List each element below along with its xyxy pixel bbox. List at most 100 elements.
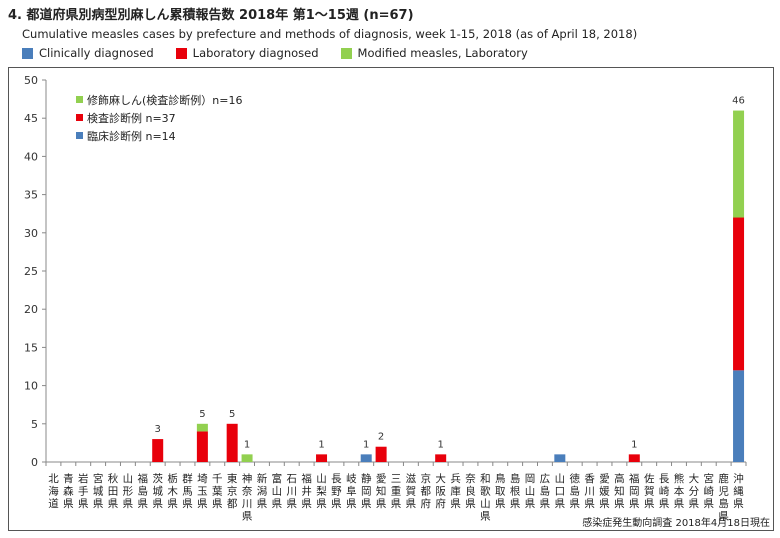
x-tick-label: 宮崎県 [704, 472, 715, 510]
y-tick-label: 30 [24, 227, 38, 240]
x-tick-label: 和歌山県 [480, 473, 491, 523]
bar-segment-lab [316, 454, 328, 462]
x-tick-label: 三重県 [391, 473, 402, 510]
x-tick-label: 石川県 [286, 473, 297, 510]
x-tick-label: 愛媛県 [599, 472, 610, 510]
x-tick-label: 茨城県 [152, 472, 163, 510]
x-tick-label: 高知県 [614, 472, 625, 510]
data-label-total: 1 [318, 439, 324, 450]
x-tick-label: 宮城県 [93, 472, 104, 510]
bar-segment-clinical [733, 370, 745, 462]
x-tick-label: 愛知県 [376, 472, 387, 510]
x-tick-label: 福井県 [301, 472, 312, 510]
bar-segment-modified [733, 110, 745, 218]
inner-legend-label: 検査診断例 n=37 [87, 111, 176, 125]
inner-legend-swatch [76, 114, 83, 121]
x-tick-label: 山形県 [123, 473, 134, 510]
x-tick-label: 北海道 [48, 473, 59, 510]
x-tick-label: 長崎県 [659, 473, 670, 510]
y-tick-label: 10 [24, 380, 38, 393]
x-tick-label: 群馬県 [182, 472, 193, 510]
y-tick-label: 25 [24, 265, 38, 278]
x-tick-label: 大分県 [689, 472, 700, 510]
chart-title: 4. 都道府県別病型別麻しん累積報告数 2018年 第1〜15週 (n=67) [8, 8, 414, 23]
x-tick-label: 岐阜県 [346, 472, 357, 510]
bar-segment-lab [196, 431, 208, 462]
chart-subtitle: Cumulative measles cases by prefecture a… [22, 27, 638, 41]
x-tick-label: 山口県 [555, 473, 566, 510]
y-tick-label: 20 [24, 303, 38, 316]
top-legend: Clinically diagnosed Laboratory diagnose… [22, 46, 528, 60]
bar-segment-modified [196, 423, 208, 432]
x-tick-label: 神奈川県 [242, 472, 253, 523]
x-tick-label: 熊本県 [674, 472, 685, 510]
x-tick-label: 佐賀県 [644, 472, 655, 510]
x-tick-label: 新潟県 [257, 472, 268, 510]
x-tick-label: 香川県 [584, 473, 595, 510]
inner-legend-swatch [76, 132, 83, 139]
x-tick-label: 沖縄県 [733, 472, 744, 510]
y-tick-label: 50 [24, 74, 38, 87]
y-tick-label: 45 [24, 112, 38, 125]
x-tick-label: 奈良県 [465, 472, 476, 510]
x-tick-label: 富山県 [272, 472, 283, 510]
x-tick-label: 福島県 [138, 472, 149, 510]
x-tick-label: 山梨県 [316, 473, 327, 510]
y-tick-label: 15 [24, 341, 38, 354]
x-tick-label: 東京都 [227, 472, 238, 510]
data-label-total: 1 [631, 439, 637, 450]
data-label-total: 1 [363, 439, 369, 450]
legend-swatch-modified [340, 47, 352, 59]
x-tick-label: 静岡県 [361, 472, 372, 510]
x-tick-label: 大阪府 [435, 472, 446, 510]
x-tick-label: 徳島県 [569, 472, 580, 510]
x-tick-label: 岡山県 [525, 473, 536, 510]
x-tick-label: 長野県 [331, 473, 342, 510]
x-tick-label: 福岡県 [629, 472, 640, 510]
source-note: 感染症発生動向調査 2018年4月18日現在 [582, 516, 770, 529]
data-label-total: 1 [244, 439, 250, 450]
x-tick-label: 京都府 [421, 472, 432, 510]
data-label-total: 1 [437, 439, 443, 450]
y-tick-label: 35 [24, 189, 38, 202]
x-tick-label: 兵庫県 [450, 472, 461, 510]
inner-legend-label: 臨床診断例 n=14 [87, 129, 176, 143]
legend-item-clinical: Clinically diagnosed [22, 46, 154, 60]
legend-label-clinical: Clinically diagnosed [39, 46, 154, 60]
bar-segment-lab [375, 446, 387, 462]
legend-item-lab: Laboratory diagnosed [175, 46, 319, 60]
bar-segment-modified [241, 454, 253, 462]
legend-label-lab: Laboratory diagnosed [192, 46, 319, 60]
x-tick-label: 岩手県 [78, 472, 89, 510]
bar-segment-clinical [360, 454, 372, 462]
x-tick-label: 秋田県 [108, 472, 119, 510]
x-tick-label: 広島県 [540, 472, 551, 510]
x-tick-label: 栃木県 [167, 472, 178, 510]
x-tick-label: 島根県 [510, 472, 521, 510]
data-label-total: 5 [199, 409, 205, 420]
data-label-total: 2 [378, 432, 384, 443]
x-tick-label: 鹿児島県 [718, 472, 729, 523]
bar-segment-lab [733, 217, 745, 371]
legend-item-modified: Modified measles, Laboratory [340, 46, 528, 60]
x-tick-label: 埼玉県 [197, 472, 208, 510]
legend-label-modified: Modified measles, Laboratory [357, 46, 528, 60]
inner-legend-label: 修飾麻しん(検査診断例）n=16 [87, 93, 242, 107]
x-tick-label: 鳥取県 [495, 472, 506, 510]
x-tick-label: 千葉県 [212, 473, 223, 510]
y-tick-label: 5 [31, 418, 38, 431]
x-tick-label: 滋賀県 [406, 472, 417, 510]
bar-segment-lab [435, 454, 447, 462]
inner-legend-swatch [76, 96, 83, 103]
data-label-total: 46 [732, 96, 745, 107]
bar-segment-clinical [554, 454, 566, 462]
bar-segment-lab [226, 423, 238, 462]
chart-frame [8, 67, 774, 531]
bar-segment-lab [628, 454, 640, 462]
x-tick-label: 青森県 [63, 472, 74, 510]
bar-segment-lab [152, 439, 164, 462]
legend-swatch-clinical [22, 47, 33, 59]
data-label-total: 5 [229, 409, 235, 420]
y-tick-label: 0 [31, 456, 38, 469]
